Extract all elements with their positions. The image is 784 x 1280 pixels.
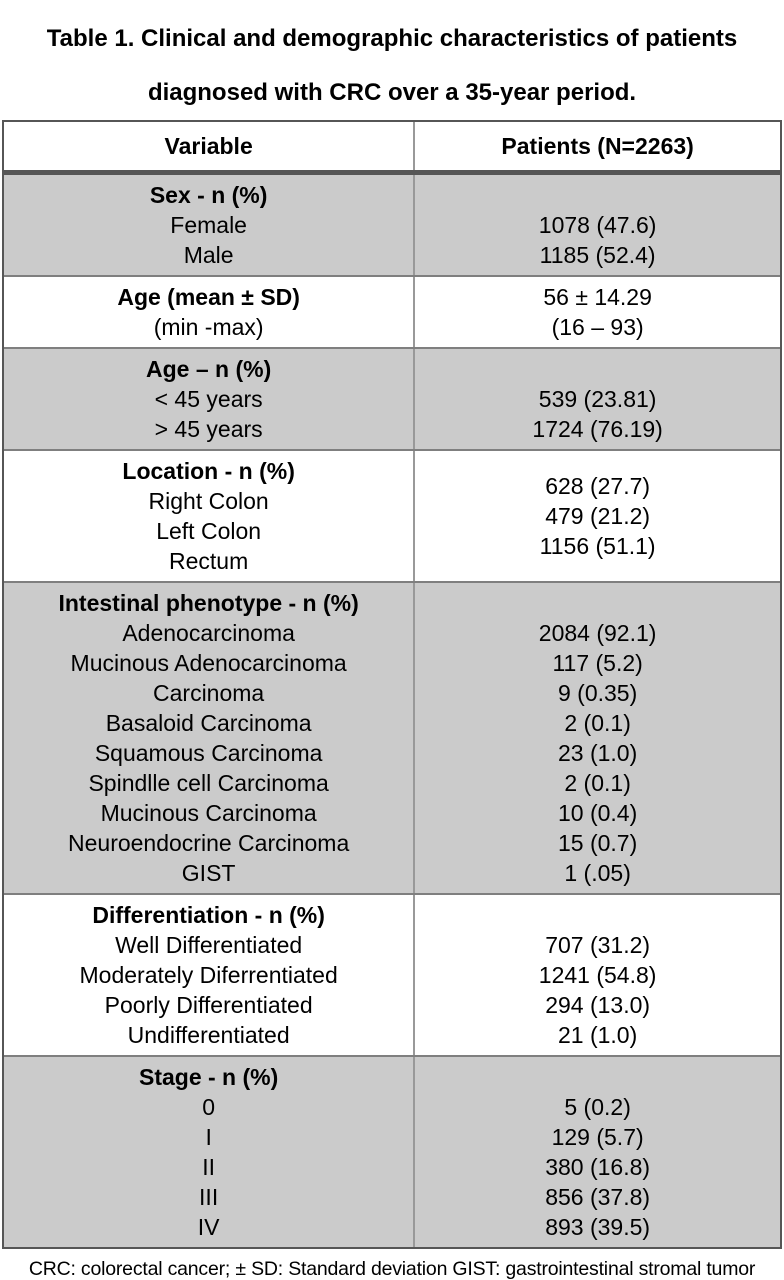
- row-label: I: [205, 1124, 212, 1150]
- row-label: Well Differentiated: [115, 932, 303, 958]
- row-label: > 45 years: [154, 416, 263, 442]
- row-label: Poorly Differentiated: [104, 992, 313, 1018]
- section-differentiation-values: 707 (31.2) 1241 (54.8) 294 (13.0) 21 (1.0): [415, 895, 780, 1055]
- table-title: Table 1. Clinical and demographic charac…: [0, 0, 784, 120]
- section-age-group-labels: Age – n (%) < 45 years > 45 years: [4, 349, 416, 449]
- row-label: Right Colon: [148, 488, 269, 514]
- section-stage-labels: Stage - n (%) 0 I II III IV: [4, 1057, 416, 1247]
- row-label: 0: [202, 1094, 216, 1120]
- section-header-label: Age – n (%): [146, 356, 272, 382]
- section-differentiation-labels: Differentiation - n (%) Well Differentiat…: [4, 895, 416, 1055]
- row-label: Female: [170, 212, 247, 238]
- section-header-label: Location - n (%): [122, 458, 295, 484]
- table-sections: Sex - n (%) Female Male 1078 (47.6) 1185 (5…: [4, 175, 780, 1247]
- row-value: [594, 354, 600, 384]
- row-value: 117 (5.2): [552, 650, 643, 676]
- row-label: Mucinous Adenocarcinoma: [70, 650, 347, 676]
- row-label: Spindlle cell Carcinoma: [88, 770, 329, 796]
- row-value: 628 (27.7): [545, 473, 651, 499]
- section-location: Location - n (%) Right Colon Left Colon Rec…: [4, 449, 780, 581]
- row-label: II: [202, 1154, 216, 1180]
- section-location-values: 628 (27.7) 479 (21.2) 1156 (51.1): [415, 451, 780, 581]
- section-stage: Stage - n (%) 0 I II III IV 5 (0.2) 129 (5.7) 3…: [4, 1055, 780, 1247]
- row-label: Squamous Carcinoma: [94, 740, 323, 766]
- row-label: GIST: [181, 860, 236, 886]
- row-label: IV: [197, 1214, 220, 1240]
- header-patients-label: Patients (N=2263): [501, 133, 694, 159]
- row-value: 1241 (54.8): [538, 962, 657, 988]
- row-value: [594, 1062, 600, 1092]
- row-label: III: [199, 1184, 219, 1210]
- section-age-group-values: 539 (23.81) 1724 (76.19): [415, 349, 780, 449]
- section-header-label: Intestinal phenotype - n (%): [58, 590, 359, 616]
- row-value: 1185 (52.4): [539, 242, 656, 268]
- section-age-mean: Age (mean ± SD) (min -max) 56 ± 14.29 (16 –…: [4, 275, 780, 347]
- row-label: Adenocarcinoma: [122, 620, 295, 646]
- row-label: Undifferentiated: [127, 1022, 290, 1048]
- section-header-label: Differentiation - n (%): [92, 902, 325, 928]
- section-header-label: Stage - n (%): [138, 1064, 279, 1090]
- table-footnote: CRC: colorectal cancer; ± SD: Standard d…: [28, 1258, 756, 1280]
- row-value: 5 (0.2): [564, 1094, 631, 1120]
- header-patients-cell: Patients (N=2263): [415, 122, 780, 170]
- row-value: 1078 (47.6): [538, 212, 657, 238]
- row-value: 23 (1.0): [557, 740, 638, 766]
- row-value: 1724 (76.19): [532, 416, 663, 442]
- row-label: Male: [183, 242, 234, 268]
- row-label: (min -max): [153, 314, 264, 340]
- section-sex-labels: Sex - n (%) Female Male: [4, 175, 416, 275]
- table-title-line-1: Table 1. Clinical and demographic charac…: [46, 25, 738, 52]
- section-differentiation: Differentiation - n (%) Well Differentiat…: [4, 893, 780, 1055]
- row-value: 380 (16.8): [545, 1154, 651, 1180]
- row-label: < 45 years: [154, 386, 263, 412]
- row-label: Moderately Diferrentiated: [79, 962, 338, 988]
- row-value: 129 (5.7): [551, 1124, 644, 1150]
- section-age-mean-labels: Age (mean ± SD) (min -max): [4, 277, 416, 347]
- row-label: Rectum: [169, 548, 249, 574]
- row-value: (16 – 93): [551, 314, 644, 340]
- row-value: 856 (37.8): [545, 1184, 651, 1210]
- section-sex-values: 1078 (47.6) 1185 (52.4): [415, 175, 780, 275]
- row-value: 539 (23.81): [538, 386, 657, 412]
- header-variable-label: Variable: [164, 133, 253, 159]
- row-value: 707 (31.2): [545, 932, 651, 958]
- section-stage-values: 5 (0.2) 129 (5.7) 380 (16.8) 856 (37.8) 893 …: [415, 1057, 780, 1247]
- row-value: [594, 900, 600, 930]
- row-label: Carcinoma: [153, 680, 265, 706]
- table-title-line-2: diagnosed with CRC over a 35-year period…: [147, 79, 637, 106]
- row-value: [594, 588, 600, 618]
- row-value: 294 (13.0): [545, 992, 651, 1018]
- row-value: 1156 (51.1): [539, 533, 656, 559]
- row-value: 9 (0.35): [557, 680, 638, 706]
- section-age-mean-values: 56 ± 14.29 (16 – 93): [415, 277, 780, 347]
- section-intestinal-phenotype: Intestinal phenotype - n (%) Adenocarcino…: [4, 581, 780, 893]
- row-value: 1 (.05): [564, 860, 631, 886]
- section-header-label: Age (mean ± SD): [117, 284, 300, 310]
- row-value: 10 (0.4): [557, 800, 638, 826]
- row-label: Mucinous Carcinoma: [100, 800, 317, 826]
- row-label: Neuroendocrine Carcinoma: [68, 830, 350, 856]
- section-header-label: Sex - n (%): [149, 182, 268, 208]
- row-value: 893 (39.5): [545, 1214, 651, 1240]
- patient-characteristics-table: Variable Patients (N=2263) Sex - n (%) Fe…: [2, 120, 782, 1249]
- row-label: Left Colon: [156, 518, 262, 544]
- header-variable-cell: Variable: [4, 122, 416, 170]
- row-value: 21 (1.0): [557, 1022, 638, 1048]
- section-location-labels: Location - n (%) Right Colon Left Colon Rec…: [4, 451, 416, 581]
- section-sex: Sex - n (%) Female Male 1078 (47.6) 1185 (5…: [4, 175, 780, 275]
- row-value: 2084 (92.1): [538, 620, 657, 646]
- row-value: 15 (0.7): [557, 830, 638, 856]
- row-value: 2 (0.1): [564, 770, 631, 796]
- section-intestinal-phenotype-values: 2084 (92.1) 117 (5.2) 9 (0.35) 2 (0.1) 23 (1…: [415, 583, 780, 893]
- row-value: [594, 180, 600, 210]
- row-value: 479 (21.2): [545, 503, 651, 529]
- section-age-group: Age – n (%) < 45 years > 45 years 539 (23.…: [4, 347, 780, 449]
- row-label: Basaloid Carcinoma: [105, 710, 312, 736]
- row-value: 56 ± 14.29: [543, 284, 652, 310]
- table-header-row: Variable Patients (N=2263): [4, 122, 780, 175]
- section-intestinal-phenotype-labels: Intestinal phenotype - n (%) Adenocarcino…: [4, 583, 416, 893]
- row-value: 2 (0.1): [564, 710, 631, 736]
